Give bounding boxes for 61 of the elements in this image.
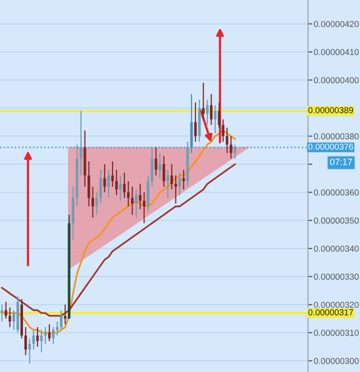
candlestick [99, 169, 102, 204]
candlestick [103, 164, 106, 193]
candlestick [234, 144, 236, 160]
candlestick [218, 102, 220, 128]
candlestick [210, 94, 213, 126]
candlestick [107, 169, 110, 198]
candlestick [36, 326, 39, 348]
candlestick [119, 174, 122, 202]
candlestick [158, 152, 162, 179]
candlestick [24, 326, 27, 356]
candlestick [138, 183, 142, 210]
candlestick [214, 104, 216, 134]
ref-line-label: 0.00000317 [308, 309, 354, 316]
y-tick-label: 0.00000400 [314, 77, 359, 84]
candlestick [202, 82, 205, 120]
candlestick [123, 172, 126, 198]
candlestick [111, 160, 114, 188]
y-tick-label: 0.00000350 [314, 218, 359, 224]
candlestick [0, 304, 4, 322]
candlestick [206, 99, 209, 126]
candlestick [127, 180, 130, 207]
candlestick [170, 164, 174, 190]
candlestick [142, 192, 146, 224]
candlestick [80, 110, 82, 176]
y-tick-label: 0.00000340 [314, 246, 359, 252]
y-tick-label: 0.00000320 [314, 302, 359, 308]
text: 07:17 [330, 158, 352, 166]
candlestick [162, 155, 166, 188]
candlestick [178, 172, 181, 196]
ref-line-label: 0.00000389 [308, 107, 354, 114]
candlestick [230, 136, 232, 160]
candlestick [32, 329, 35, 350]
candlestick [52, 326, 55, 344]
candlestick [40, 329, 43, 353]
y-tick-label: 0.00000310 [314, 330, 359, 336]
y-tick-label: 0.00000380 [314, 133, 359, 140]
candlestick [194, 102, 197, 142]
candlestick [88, 160, 90, 207]
candlestick [134, 188, 138, 218]
y-tick-label: 0.00000330 [314, 274, 359, 280]
candlestick [48, 324, 51, 342]
candlestick [4, 301, 8, 320]
candlestick [56, 320, 59, 336]
candlestick [154, 146, 158, 176]
candlestick [222, 118, 224, 142]
y-tick-label: 0.00000420 [314, 20, 359, 28]
candlestick [115, 169, 118, 196]
y-tick-label: 0.00000360 [314, 189, 359, 196]
candlestick [28, 338, 31, 364]
candlestick [8, 306, 12, 328]
y-tick-label: 0.00000300 [314, 358, 359, 364]
candlestick [92, 186, 94, 218]
candlestick [131, 186, 134, 216]
candlestick [44, 326, 47, 344]
candlestick [95, 192, 98, 216]
candlestick [60, 310, 62, 330]
ref-line-label: 0.00000376 [308, 144, 354, 150]
candlestick [226, 127, 228, 154]
y-tick-label: 0.00000410 [314, 49, 359, 56]
candlestick [150, 146, 154, 188]
candlestick [166, 169, 170, 198]
